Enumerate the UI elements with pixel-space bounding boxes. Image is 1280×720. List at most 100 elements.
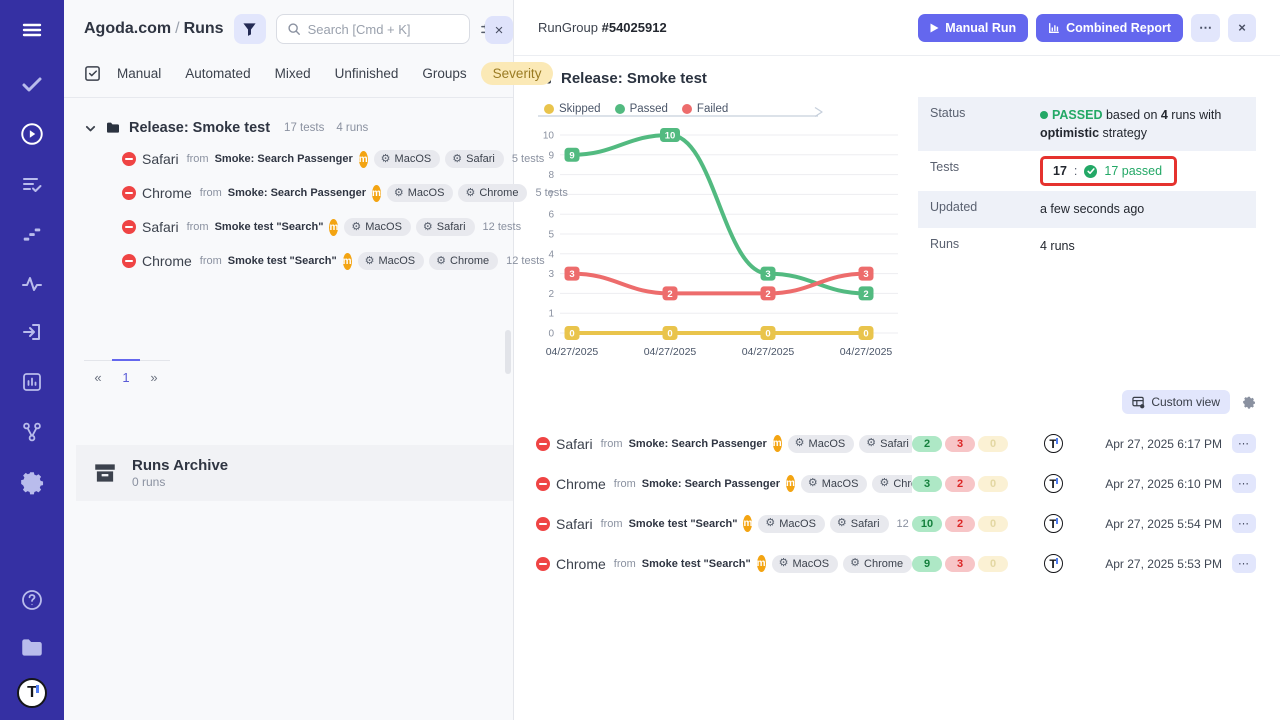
run-group-name[interactable]: Release: Smoke test <box>129 120 271 136</box>
search-box[interactable] <box>275 14 470 44</box>
breadcrumb-project[interactable]: Agoda.com <box>84 20 172 37</box>
close-panel-button[interactable]: × <box>485 16 513 44</box>
summary-row-runs: Runs 4 runs <box>918 228 1256 264</box>
tests-total: 17 <box>1053 164 1067 179</box>
list-settings-gear-icon[interactable] <box>1242 395 1256 409</box>
close-detail-button[interactable]: × <box>1228 13 1256 42</box>
run-timestamp: Apr 27, 2025 5:53 PM <box>1105 556 1222 571</box>
reporter-logo-icon: T <box>1043 554 1063 573</box>
chevron-down-icon[interactable] <box>84 122 97 135</box>
run-row[interactable]: Safari from Smoke: Search Passenger m ⚙ M… <box>536 428 1256 459</box>
runs-count-value: 4 runs <box>1040 238 1075 253</box>
env-pill: ⚙ Safari <box>445 150 504 168</box>
env-pill: ⚙Chrome <box>458 184 528 202</box>
settings-icon[interactable] <box>16 466 48 498</box>
run-row[interactable]: Safari from Smoke test "Search" m ⚙ MacOS… <box>536 508 1256 539</box>
run-row[interactable]: Chrome from Smoke test "Search" m ⚙ MacOS… <box>536 548 1256 579</box>
svg-text:2: 2 <box>548 289 554 300</box>
chart-legend: Skipped Passed Failed <box>536 101 908 121</box>
manual-badge: m <box>756 555 766 572</box>
gear-icon: ⚙ <box>836 517 847 529</box>
pagination-prev[interactable]: « <box>94 370 102 385</box>
combined-report-button[interactable]: Combined Report <box>1036 13 1183 42</box>
import-icon[interactable] <box>16 316 48 348</box>
env-pills: ⚙MacOS⚙Chrome <box>386 184 528 202</box>
svg-text:10: 10 <box>543 131 555 142</box>
branches-icon[interactable] <box>16 416 48 448</box>
milestones-icon[interactable] <box>16 218 48 250</box>
gear-icon: ⚙ <box>380 152 391 165</box>
rungroup-section-title: Release: Smoke test <box>536 70 1256 87</box>
status-badge: PASSED <box>1052 108 1103 122</box>
result-badges: 3 2 0 <box>912 475 1016 492</box>
help-icon[interactable] <box>16 584 48 616</box>
check-icon[interactable] <box>16 68 48 100</box>
svg-text:6: 6 <box>548 210 554 221</box>
env-pill: ⚙ MacOS <box>800 474 868 493</box>
manual-run-button[interactable]: Manual Run <box>918 13 1029 42</box>
search-input[interactable] <box>307 21 459 37</box>
run-timestamp: Apr 27, 2025 6:17 PM <box>1105 436 1222 451</box>
gear-icon: ⚙ <box>778 557 789 569</box>
svg-text:1: 1 <box>548 309 554 320</box>
user-avatar[interactable]: T <box>17 678 47 708</box>
run-name: Chrome <box>556 555 606 572</box>
env-pill: ⚙ MacOS <box>758 514 825 533</box>
svg-text:3: 3 <box>765 269 770 280</box>
tab-automated[interactable]: Automated <box>185 66 251 81</box>
svg-text:2: 2 <box>667 289 672 300</box>
tree-run-item[interactable]: Chrome from Smoke test "Search" m ⚙ MacOS… <box>84 244 545 278</box>
svg-text:04/27/2025: 04/27/2025 <box>546 346 599 358</box>
run-source: Smoke: Search Passenger <box>628 437 767 450</box>
pulse-icon[interactable] <box>16 268 48 300</box>
gear-icon: ⚙ <box>436 254 447 267</box>
runs-icon[interactable] <box>16 118 48 150</box>
tree-run-item[interactable]: Safari from Smoke: Search Passenger m ⚙ M… <box>84 142 544 176</box>
run-group-row[interactable]: Release: Smoke test 17 tests 4 runs <box>84 114 503 142</box>
row-more-button[interactable]: ⋯ <box>1232 474 1256 493</box>
pagination-next[interactable]: » <box>150 370 158 385</box>
run-name: Safari <box>142 219 179 235</box>
tab-unfinished[interactable]: Unfinished <box>334 66 399 81</box>
tab-groups[interactable]: Groups <box>422 66 467 81</box>
gear-icon: ⚙ <box>452 152 463 165</box>
runs-archive-row[interactable]: Runs Archive 0 runs <box>76 445 513 501</box>
archive-title: Runs Archive <box>132 457 229 474</box>
summary-row-updated: Updated a few seconds ago <box>918 191 1256 228</box>
custom-view-button[interactable]: Custom view <box>1122 390 1230 414</box>
tree-run-item[interactable]: Chrome from Smoke: Search Passenger m ⚙ M… <box>84 176 568 210</box>
legend-dot <box>544 104 554 114</box>
skipped-count-badge: 0 <box>978 435 1008 452</box>
svg-text:5: 5 <box>548 230 554 241</box>
select-checkbox-icon[interactable] <box>84 65 101 82</box>
filter-button[interactable] <box>233 14 266 44</box>
tree-run-item[interactable]: Safari from Smoke test "Search" m ⚙ MacOS… <box>84 210 521 244</box>
svg-text:10: 10 <box>665 131 676 142</box>
failed-status-icon <box>122 254 136 268</box>
gear-icon: ⚙ <box>879 477 890 489</box>
analytics-icon[interactable] <box>16 366 48 398</box>
run-row[interactable]: Chrome from Smoke: Search Passenger m ⚙ M… <box>536 468 1256 499</box>
scrollbar-thumb[interactable] <box>505 330 511 374</box>
row-more-button[interactable]: ⋯ <box>1232 434 1256 453</box>
tab-severity[interactable]: Severity <box>480 62 554 85</box>
manual-badge: m <box>371 184 381 202</box>
test-plans-icon[interactable] <box>16 168 48 200</box>
reporter-logo-icon: T <box>1043 514 1063 533</box>
more-actions-button[interactable]: ⋯ <box>1191 13 1220 42</box>
run-source: Smoke test "Search" <box>214 221 324 233</box>
tab-manual[interactable]: Manual <box>117 66 162 81</box>
run-tests-count: 12 tests <box>482 221 522 233</box>
run-source: Smoke: Search Passenger <box>641 477 780 490</box>
run-group-runs-count: 4 runs <box>336 122 369 134</box>
env-pill: ⚙ MacOS <box>386 184 454 202</box>
projects-icon[interactable] <box>16 632 48 664</box>
passed-count-badge: 10 <box>912 515 942 532</box>
pagination-page-1[interactable]: 1 <box>112 359 140 389</box>
gear-icon: ⚙ <box>850 557 861 569</box>
row-more-button[interactable]: ⋯ <box>1232 554 1256 573</box>
menu-icon[interactable] <box>16 14 48 46</box>
archive-icon <box>92 460 118 486</box>
row-more-button[interactable]: ⋯ <box>1232 514 1256 533</box>
tab-mixed[interactable]: Mixed <box>274 66 311 81</box>
